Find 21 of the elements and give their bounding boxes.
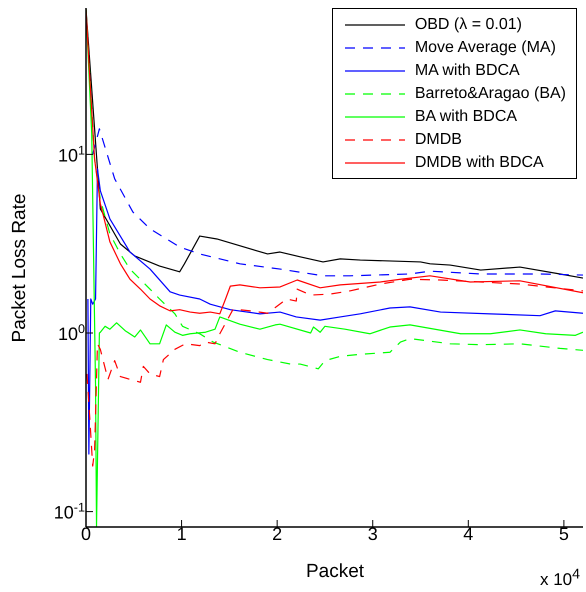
x-tick-label: 5	[558, 524, 569, 544]
legend-label: DMDB	[414, 130, 462, 150]
legend-label: MA with BDCA	[414, 61, 520, 81]
x-tick-label: 1	[176, 524, 187, 544]
y-tick-label: 10$^{1}$	[58, 143, 85, 166]
line-series	[92, 128, 583, 276]
legend-label: DMDB with BDCA	[414, 153, 544, 173]
text: x 10$^{4}$	[540, 566, 580, 589]
y-tick-label: 10$^{0}$	[58, 322, 85, 344]
x-tick-label: 0	[80, 524, 92, 544]
legend-label: BA with BDCA	[414, 107, 518, 127]
x-tick-label: 2	[272, 524, 282, 544]
y-axis-title: Packet Loss Rate	[9, 194, 30, 342]
legend-label: Barreto&Aragao (BA)	[414, 84, 566, 104]
x-tick-label: 3	[368, 524, 378, 544]
x-tick-label: 4	[463, 524, 474, 544]
line-series	[87, 168, 583, 455]
x-axis-title: Packet	[306, 561, 364, 582]
legend-label: OBD (λ = 0.01)	[414, 15, 522, 35]
y-tick-label: 10$^{-1}$	[54, 500, 85, 523]
legend-label: Move Average (MA)	[414, 38, 556, 58]
